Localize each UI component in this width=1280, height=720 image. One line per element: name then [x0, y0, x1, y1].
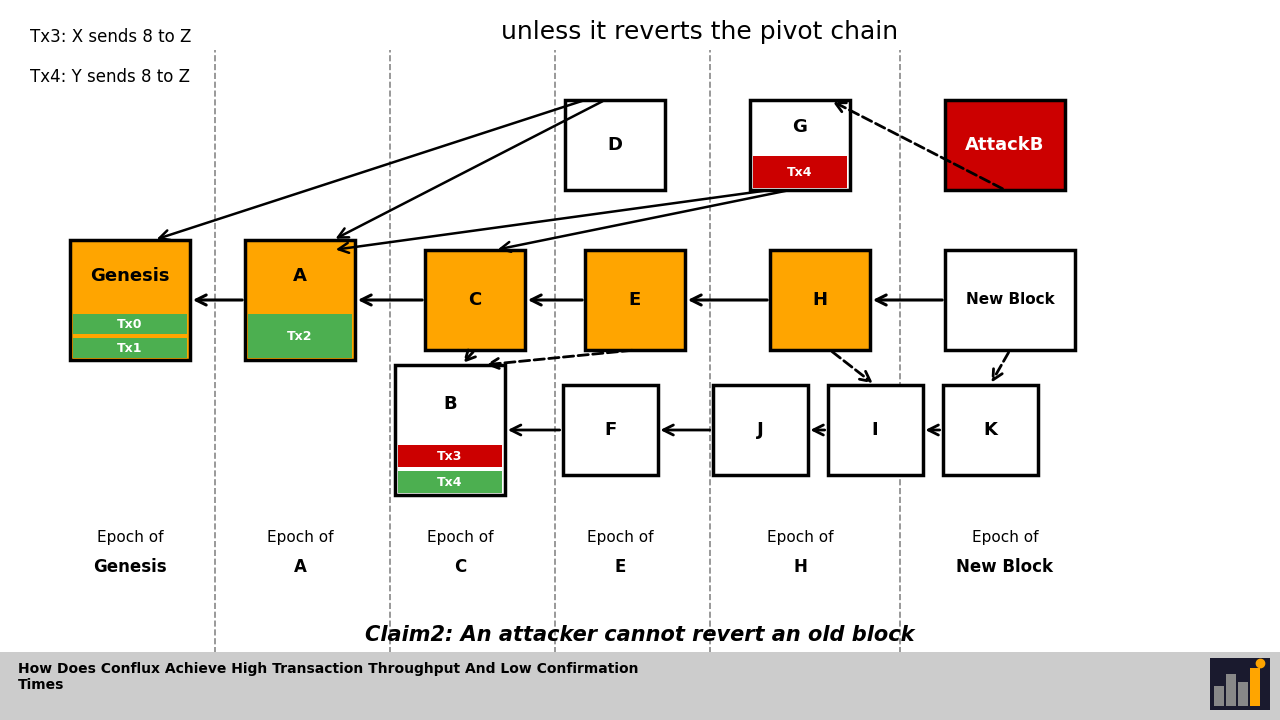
- Bar: [771, 250, 870, 350]
- Text: How Does Conflux Achieve High Transaction Throughput And Low Confirmation
Times: How Does Conflux Achieve High Transactio…: [18, 662, 639, 692]
- Bar: [1251, 668, 1260, 706]
- Text: Tx0: Tx0: [118, 318, 143, 330]
- Bar: [942, 385, 1038, 475]
- Text: K: K: [983, 421, 997, 439]
- Text: E: E: [614, 558, 626, 576]
- Text: Epoch of: Epoch of: [767, 530, 833, 545]
- Bar: [70, 240, 189, 360]
- Text: A: A: [293, 558, 306, 576]
- Bar: [562, 385, 658, 475]
- Text: unless it reverts the pivot chain: unless it reverts the pivot chain: [502, 20, 899, 44]
- Bar: [398, 445, 502, 467]
- Text: Genesis: Genesis: [91, 267, 170, 285]
- Text: Tx2: Tx2: [287, 330, 312, 343]
- Bar: [564, 100, 666, 190]
- Bar: [398, 471, 502, 493]
- Text: Epoch of: Epoch of: [972, 530, 1038, 545]
- Text: H: H: [794, 558, 806, 576]
- Bar: [827, 385, 923, 475]
- Bar: [585, 250, 685, 350]
- Text: E: E: [628, 291, 641, 309]
- Text: A: A: [293, 267, 307, 285]
- Bar: [750, 100, 850, 190]
- Text: H: H: [813, 291, 827, 309]
- Bar: [73, 338, 187, 358]
- Bar: [396, 365, 506, 495]
- Text: Tx3: X sends 8 to Z: Tx3: X sends 8 to Z: [29, 28, 192, 46]
- Text: D: D: [608, 136, 622, 154]
- Text: F: F: [604, 421, 616, 439]
- Text: Tx3: Tx3: [438, 449, 462, 462]
- Text: C: C: [454, 558, 466, 576]
- Bar: [713, 385, 808, 475]
- Text: J: J: [756, 421, 763, 439]
- Bar: [1210, 658, 1270, 710]
- Text: Genesis: Genesis: [93, 558, 166, 576]
- Text: Tx4: Tx4: [787, 166, 813, 179]
- Text: Tx4: Tx4: [438, 475, 463, 488]
- Text: Tx4: Y sends 8 to Z: Tx4: Y sends 8 to Z: [29, 68, 189, 86]
- Bar: [244, 240, 355, 360]
- Text: I: I: [872, 421, 878, 439]
- Text: New Block: New Block: [956, 558, 1053, 576]
- Bar: [0, 652, 1280, 720]
- Text: AttackB: AttackB: [965, 136, 1044, 154]
- Bar: [753, 156, 847, 188]
- Text: Epoch of: Epoch of: [426, 530, 493, 545]
- Bar: [945, 250, 1075, 350]
- Bar: [1213, 686, 1224, 706]
- Text: C: C: [468, 291, 481, 309]
- Text: Tx1: Tx1: [118, 341, 143, 354]
- Text: Epoch of: Epoch of: [586, 530, 653, 545]
- Text: New Block: New Block: [965, 292, 1055, 307]
- Bar: [248, 314, 352, 358]
- Bar: [425, 250, 525, 350]
- Bar: [945, 100, 1065, 190]
- Text: Claim2: An attacker cannot revert an old block: Claim2: An attacker cannot revert an old…: [365, 625, 915, 645]
- Bar: [73, 314, 187, 334]
- Text: Epoch of: Epoch of: [266, 530, 333, 545]
- Text: B: B: [443, 395, 457, 413]
- Bar: [1238, 682, 1248, 706]
- Text: G: G: [792, 118, 808, 136]
- Bar: [1226, 674, 1236, 706]
- Text: Epoch of: Epoch of: [97, 530, 164, 545]
